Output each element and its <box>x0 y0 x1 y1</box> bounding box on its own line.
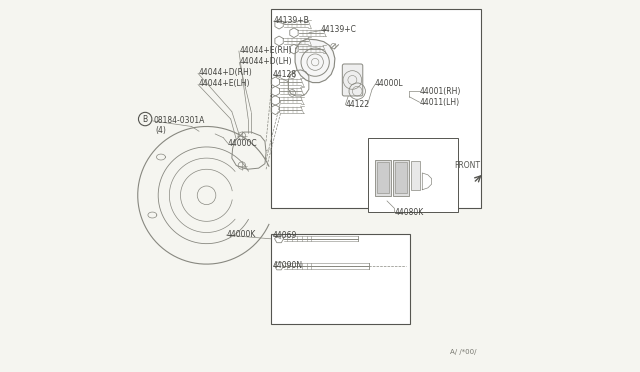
FancyBboxPatch shape <box>411 161 420 190</box>
Text: 44011(LH): 44011(LH) <box>420 98 460 107</box>
FancyBboxPatch shape <box>376 160 391 196</box>
Text: 44122: 44122 <box>346 100 369 109</box>
FancyBboxPatch shape <box>378 162 389 193</box>
Text: 44128: 44128 <box>273 70 296 79</box>
Text: 44080K: 44080K <box>394 208 424 217</box>
Text: (4): (4) <box>156 126 166 135</box>
Polygon shape <box>295 39 335 83</box>
FancyBboxPatch shape <box>271 234 410 324</box>
Text: 44044+D(LH): 44044+D(LH) <box>240 57 292 66</box>
FancyBboxPatch shape <box>369 138 458 212</box>
Text: 44001(RH): 44001(RH) <box>420 87 461 96</box>
FancyBboxPatch shape <box>395 162 407 193</box>
Text: FRONT: FRONT <box>454 161 480 170</box>
Text: B: B <box>143 115 148 124</box>
Text: 44000K: 44000K <box>227 230 255 239</box>
Text: 44000L: 44000L <box>375 79 404 88</box>
Text: 44000C: 44000C <box>228 139 257 148</box>
FancyBboxPatch shape <box>394 160 409 196</box>
Text: 44044+E(LH): 44044+E(LH) <box>199 79 251 88</box>
Text: 44139+C: 44139+C <box>321 25 356 34</box>
FancyBboxPatch shape <box>271 9 481 208</box>
FancyBboxPatch shape <box>342 64 363 96</box>
Text: 44044+D(RH): 44044+D(RH) <box>199 68 253 77</box>
Text: 44044+E(RH): 44044+E(RH) <box>240 46 292 55</box>
Text: 44069: 44069 <box>273 231 297 240</box>
Text: 44090N: 44090N <box>273 262 303 270</box>
Text: A/ /*00/: A/ /*00/ <box>450 349 477 355</box>
Text: 08184-0301A: 08184-0301A <box>154 116 205 125</box>
Text: 44139+B: 44139+B <box>273 16 309 25</box>
